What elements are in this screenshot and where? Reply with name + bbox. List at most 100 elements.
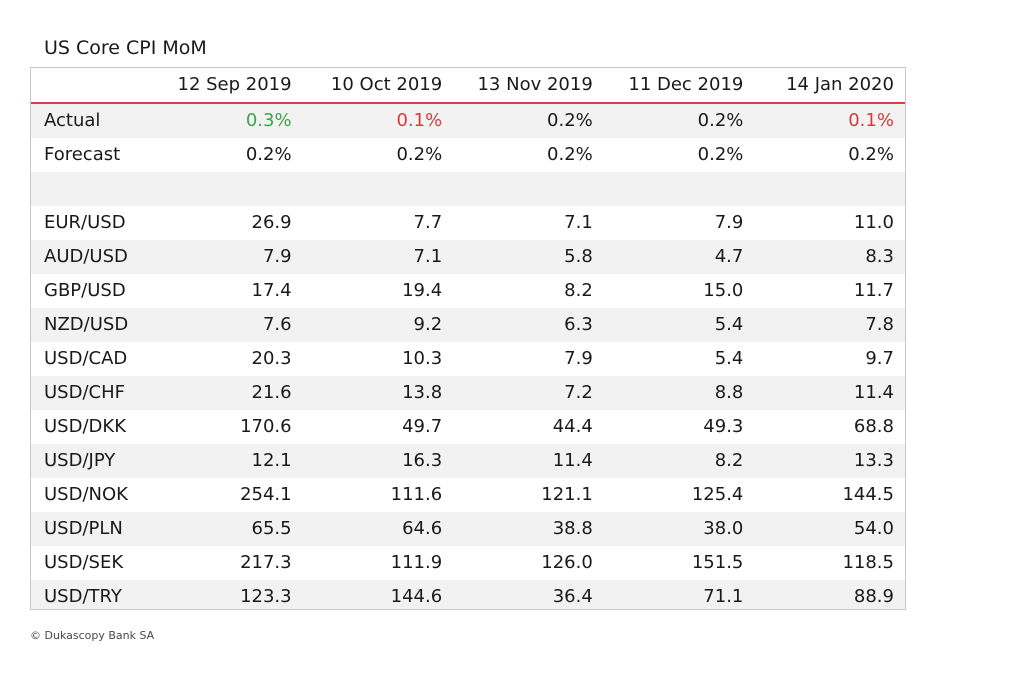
table-cell: 38.0 [605,512,757,546]
table-cell: 7.1 [304,240,456,274]
row-label: EUR/USD [31,206,154,240]
table-cell [154,172,305,206]
table-row: GBP/USD 17.4 19.4 8.2 15.0 11.7 [31,274,905,308]
table-cell: 7.9 [455,342,606,376]
table-cell: 254.1 [154,478,305,512]
row-label: NZD/USD [31,308,154,342]
table-cell: 144.6 [304,580,456,609]
table-cell: 13.8 [304,376,456,410]
row-label: Forecast [31,138,154,172]
table-row: USD/CAD 20.3 10.3 7.9 5.4 9.7 [31,342,905,376]
table-cell [455,172,606,206]
table-row: Forecast 0.2% 0.2% 0.2% 0.2% 0.2% [31,138,905,172]
table-row: USD/DKK 170.6 49.7 44.4 49.3 68.8 [31,410,905,444]
table-cell: 8.3 [756,240,905,274]
row-label: USD/PLN [31,512,154,546]
table-body: Actual 0.3% 0.1% 0.2% 0.2% 0.1% Forecast 0.2% 0.… [31,103,905,609]
table-cell: 7.6 [154,308,305,342]
table-row: Actual 0.3% 0.1% 0.2% 0.2% 0.1% [31,103,905,138]
table-cell: 151.5 [605,546,757,580]
column-header: 13 Nov 2019 [455,68,606,104]
row-label: USD/DKK [31,410,154,444]
row-label: USD/NOK [31,478,154,512]
table-cell: 17.4 [154,274,305,308]
table-cell: 0.2% [455,103,606,138]
table-cell: 5.4 [605,308,757,342]
column-header: 11 Dec 2019 [605,68,757,104]
table-row: USD/CHF 21.6 13.8 7.2 8.8 11.4 [31,376,905,410]
table-cell: 4.7 [605,240,757,274]
table-row [31,172,905,206]
table-cell: 111.6 [304,478,456,512]
table-cell: 7.1 [455,206,606,240]
table-cell: 16.3 [304,444,456,478]
table-cell: 7.9 [154,240,305,274]
table-cell: 7.2 [455,376,606,410]
table-cell: 111.9 [304,546,456,580]
table-cell: 6.3 [455,308,606,342]
table-cell [304,172,456,206]
table-cell: 8.8 [605,376,757,410]
table-row: USD/PLN 65.5 64.6 38.8 38.0 54.0 [31,512,905,546]
data-table-frame: 12 Sep 2019 10 Oct 2019 13 Nov 2019 11 Dec … [30,67,906,610]
table-cell: 38.8 [455,512,606,546]
column-header: 10 Oct 2019 [304,68,456,104]
table-cell: 54.0 [756,512,905,546]
table-cell: 0.1% [304,103,456,138]
column-header: 14 Jan 2020 [756,68,905,104]
table-cell: 12.1 [154,444,305,478]
table-cell: 26.9 [154,206,305,240]
table-cell: 121.1 [455,478,606,512]
table-cell: 7.9 [605,206,757,240]
table-cell: 15.0 [605,274,757,308]
table-cell: 217.3 [154,546,305,580]
table-cell: 13.3 [756,444,905,478]
table-cell: 36.4 [455,580,606,609]
table-cell: 11.4 [455,444,606,478]
row-label [31,172,154,206]
table-row: EUR/USD 26.9 7.7 7.1 7.9 11.0 [31,206,905,240]
table-title: US Core CPI MoM [44,37,207,59]
table-cell: 10.3 [304,342,456,376]
table-cell: 126.0 [455,546,606,580]
table-cell: 5.4 [605,342,757,376]
table-cell: 144.5 [756,478,905,512]
table-cell: 0.2% [304,138,456,172]
table-row: USD/SEK 217.3 111.9 126.0 151.5 118.5 [31,546,905,580]
table-cell: 21.6 [154,376,305,410]
row-label: USD/TRY [31,580,154,609]
table-cell: 0.2% [154,138,305,172]
table-cell: 0.2% [605,103,757,138]
row-label: GBP/USD [31,274,154,308]
table-cell: 11.0 [756,206,905,240]
table-cell: 68.8 [756,410,905,444]
table-cell: 170.6 [154,410,305,444]
table-cell: 0.2% [455,138,606,172]
cpi-table: 12 Sep 2019 10 Oct 2019 13 Nov 2019 11 Dec … [31,68,905,609]
row-label: USD/JPY [31,444,154,478]
row-label: USD/CAD [31,342,154,376]
table-cell: 7.8 [756,308,905,342]
row-label: USD/CHF [31,376,154,410]
header-corner [31,68,154,104]
table-cell: 65.5 [154,512,305,546]
table-row: AUD/USD 7.9 7.1 5.8 4.7 8.3 [31,240,905,274]
table-cell: 0.1% [756,103,905,138]
table-cell: 71.1 [605,580,757,609]
table-cell: 0.3% [154,103,305,138]
table-cell [605,172,757,206]
row-label: Actual [31,103,154,138]
table-cell: 7.7 [304,206,456,240]
copyright-footer: © Dukascopy Bank SA [30,629,155,642]
table-cell: 0.2% [756,138,905,172]
table-cell: 49.7 [304,410,456,444]
table-cell: 64.6 [304,512,456,546]
table-cell [756,172,905,206]
table-cell: 49.3 [605,410,757,444]
table-cell: 8.2 [455,274,606,308]
table-row: USD/NOK 254.1 111.6 121.1 125.4 144.5 [31,478,905,512]
table-cell: 44.4 [455,410,606,444]
table-cell: 118.5 [756,546,905,580]
table-cell: 9.7 [756,342,905,376]
row-label: AUD/USD [31,240,154,274]
